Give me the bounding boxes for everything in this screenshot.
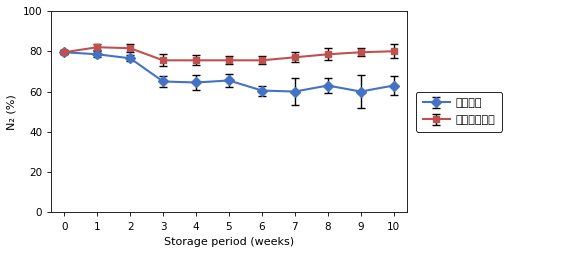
- Y-axis label: N₂ (%): N₂ (%): [7, 94, 17, 130]
- X-axis label: Storage period (weeks): Storage period (weeks): [164, 237, 294, 247]
- Legend: 대조용기, 사출개발용기: 대조용기, 사출개발용기: [416, 92, 502, 132]
